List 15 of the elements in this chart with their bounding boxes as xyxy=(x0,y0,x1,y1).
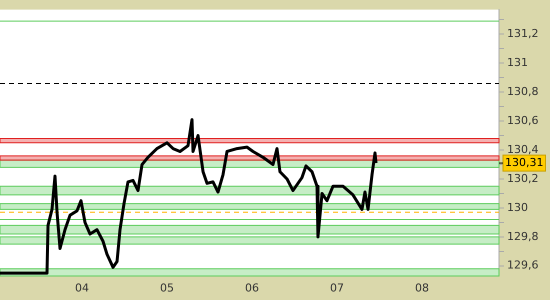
x-tick-label: 08 xyxy=(414,281,429,294)
y-tick-label: 130,2 xyxy=(507,172,538,185)
x-tick-label: 06 xyxy=(245,281,260,294)
x-tick-label: 04 xyxy=(75,281,90,294)
y-tick-label: 131 xyxy=(507,56,528,70)
y-tick-label: 130 xyxy=(507,200,528,214)
y-tick-label: 129,8 xyxy=(507,230,538,243)
y-tick-label: 130,4 xyxy=(507,142,538,156)
text: 130,31 xyxy=(505,156,544,169)
y-tick-label: 130,6 xyxy=(507,114,538,127)
y-tick-label: 129,6 xyxy=(507,258,538,272)
y-tick-label: 130,8 xyxy=(507,84,538,98)
y-tick-label: 131,2 xyxy=(507,27,538,40)
x-tick-label: 07 xyxy=(330,281,344,294)
x-tick-label: 05 xyxy=(160,281,174,294)
